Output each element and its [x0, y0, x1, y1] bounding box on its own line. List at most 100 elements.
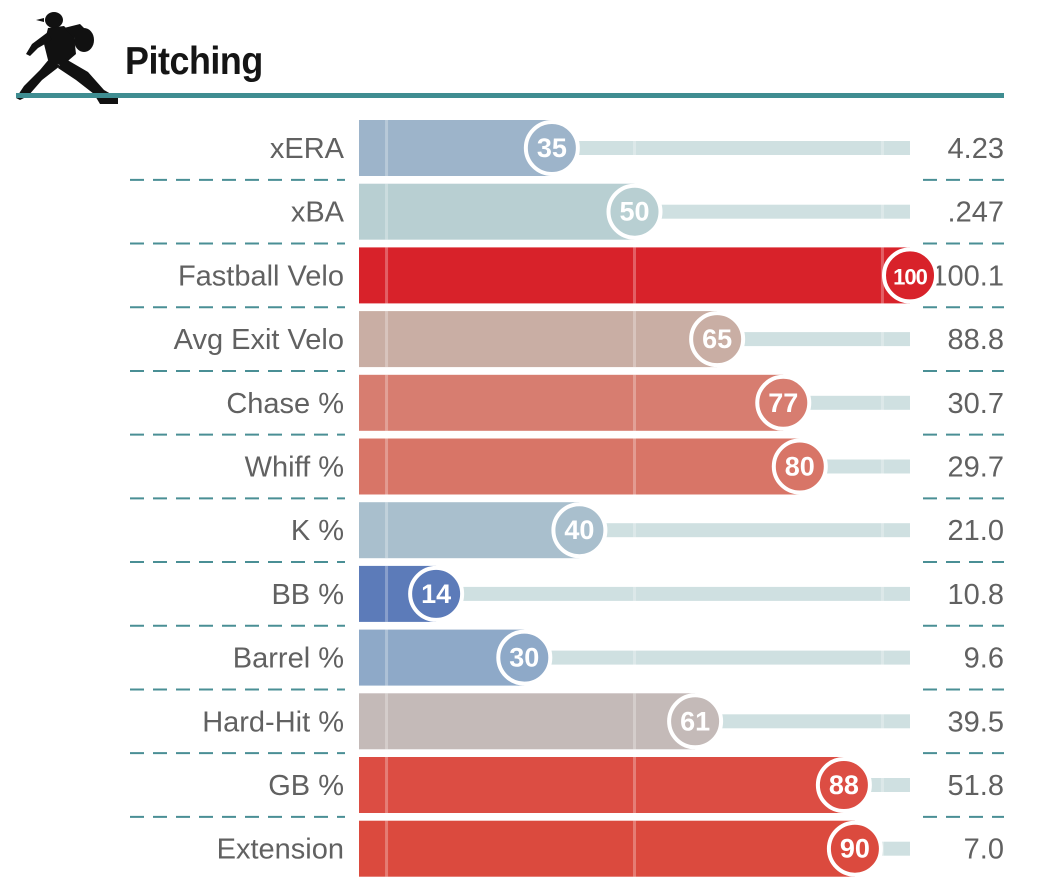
- scale-tick: [633, 820, 636, 877]
- metric-value: 9.6: [964, 643, 1004, 675]
- percentile-label: 80: [785, 452, 815, 482]
- metric-label: Chase %: [226, 388, 344, 420]
- track-line: [634, 204, 910, 219]
- scale-tick: [633, 374, 636, 431]
- scale-tick: [385, 438, 389, 495]
- scale-tick: [385, 183, 389, 240]
- percentile-marker: [523, 120, 580, 176]
- percentile-label: 88: [829, 770, 859, 800]
- scale-tick: [385, 757, 389, 813]
- scale-tick: [633, 629, 636, 686]
- metric-label: Avg Exit Velo: [174, 324, 344, 356]
- scale-tick: [880, 757, 884, 813]
- percentile-bar: [359, 374, 784, 431]
- percentile-marker: [771, 438, 828, 495]
- percentile-label: 35: [537, 133, 567, 163]
- track-line: [695, 714, 910, 729]
- metric-label: Barrel %: [233, 643, 344, 675]
- percentile-label: 65: [702, 324, 732, 354]
- metric-label: xBA: [291, 197, 345, 229]
- scale-tick: [880, 629, 884, 686]
- percentile-marker: [408, 565, 465, 622]
- percentile-bar: [359, 757, 844, 813]
- metric-row: Chase % 30.7 77: [130, 374, 1004, 436]
- metric-value: 88.8: [948, 324, 1004, 356]
- metric-label: Extension: [217, 834, 344, 866]
- metric-row: Hard-Hit % 39.5 61: [130, 693, 1004, 755]
- page-title: Pitching: [125, 40, 263, 83]
- scale-tick: [880, 120, 884, 176]
- track-line: [579, 523, 910, 538]
- metric-value: 51.8: [948, 770, 1004, 802]
- scale-tick: [633, 120, 636, 176]
- scale-tick: [633, 565, 636, 622]
- metric-row: Whiff % 29.7 80: [130, 438, 1004, 500]
- scale-tick: [385, 502, 389, 559]
- metric-value: .247: [948, 197, 1004, 229]
- header-divider: [16, 93, 1004, 98]
- scale-tick: [385, 247, 389, 304]
- percentile-label: 40: [564, 515, 594, 545]
- metric-row: Extension 7.0 90: [217, 820, 1004, 877]
- track-line: [717, 332, 910, 347]
- metric-label: Fastball Velo: [178, 260, 344, 292]
- percentile-marker: [667, 693, 724, 750]
- percentile-marker: [689, 311, 746, 368]
- metric-label: GB %: [268, 770, 344, 802]
- metric-row: BB % 10.8 14: [130, 565, 1004, 627]
- scale-tick: [633, 502, 636, 559]
- scale-tick: [385, 820, 389, 877]
- metric-row: GB % 51.8 88: [130, 757, 1004, 818]
- metric-label: BB %: [271, 579, 344, 611]
- metric-label: K %: [291, 515, 344, 547]
- scale-tick: [880, 183, 884, 240]
- metric-row: xERA 4.23 35: [130, 120, 1004, 181]
- percentile-bar: [359, 183, 635, 240]
- metric-value: 7.0: [964, 834, 1004, 866]
- metric-value: 100.1: [931, 260, 1004, 292]
- percentile-bar: [359, 247, 910, 304]
- metric-row: Barrel % 9.6 30: [130, 629, 1004, 691]
- scale-tick: [880, 374, 884, 431]
- percentile-label: 50: [619, 197, 649, 227]
- scale-tick: [385, 120, 389, 176]
- scale-tick: [385, 311, 389, 368]
- scale-tick: [633, 438, 636, 495]
- metric-label: xERA: [270, 133, 345, 165]
- metric-label: Whiff %: [245, 452, 344, 484]
- percentile-marker: [606, 183, 663, 240]
- percentile-marker: [496, 629, 553, 686]
- scale-tick: [633, 757, 636, 813]
- percentile-bar: [359, 438, 800, 495]
- scale-tick: [880, 693, 884, 750]
- scale-tick: [385, 374, 389, 431]
- metric-row: xBA .247 50: [130, 183, 1004, 245]
- track-line: [783, 395, 910, 410]
- scale-tick: [880, 565, 884, 622]
- percentile-marker: [826, 820, 883, 877]
- scale-tick: [880, 438, 884, 495]
- metric-value: 39.5: [948, 706, 1004, 738]
- metric-row: K % 21.0 40: [130, 502, 1004, 564]
- section-header: Pitching: [0, 0, 1049, 110]
- scale-tick: [633, 693, 636, 750]
- scale-tick: [880, 502, 884, 559]
- metric-value: 29.7: [948, 452, 1004, 484]
- pitcher-icon: [16, 12, 118, 104]
- percentile-marker: [815, 757, 872, 813]
- percentile-bar: [359, 502, 580, 559]
- scale-tick: [633, 311, 636, 368]
- percentile-marker: [882, 247, 938, 304]
- scale-tick: [385, 629, 389, 686]
- metric-value: 30.7: [948, 388, 1004, 420]
- scale-tick: [880, 311, 884, 368]
- metric-value: 21.0: [948, 515, 1004, 547]
- percentile-label: 90: [840, 834, 870, 864]
- track-line: [524, 650, 910, 665]
- percentile-marker: [755, 374, 812, 431]
- scale-tick: [385, 565, 389, 622]
- scale-tick: [633, 247, 636, 304]
- scale-tick: [385, 693, 389, 750]
- percentile-bar: [359, 820, 855, 877]
